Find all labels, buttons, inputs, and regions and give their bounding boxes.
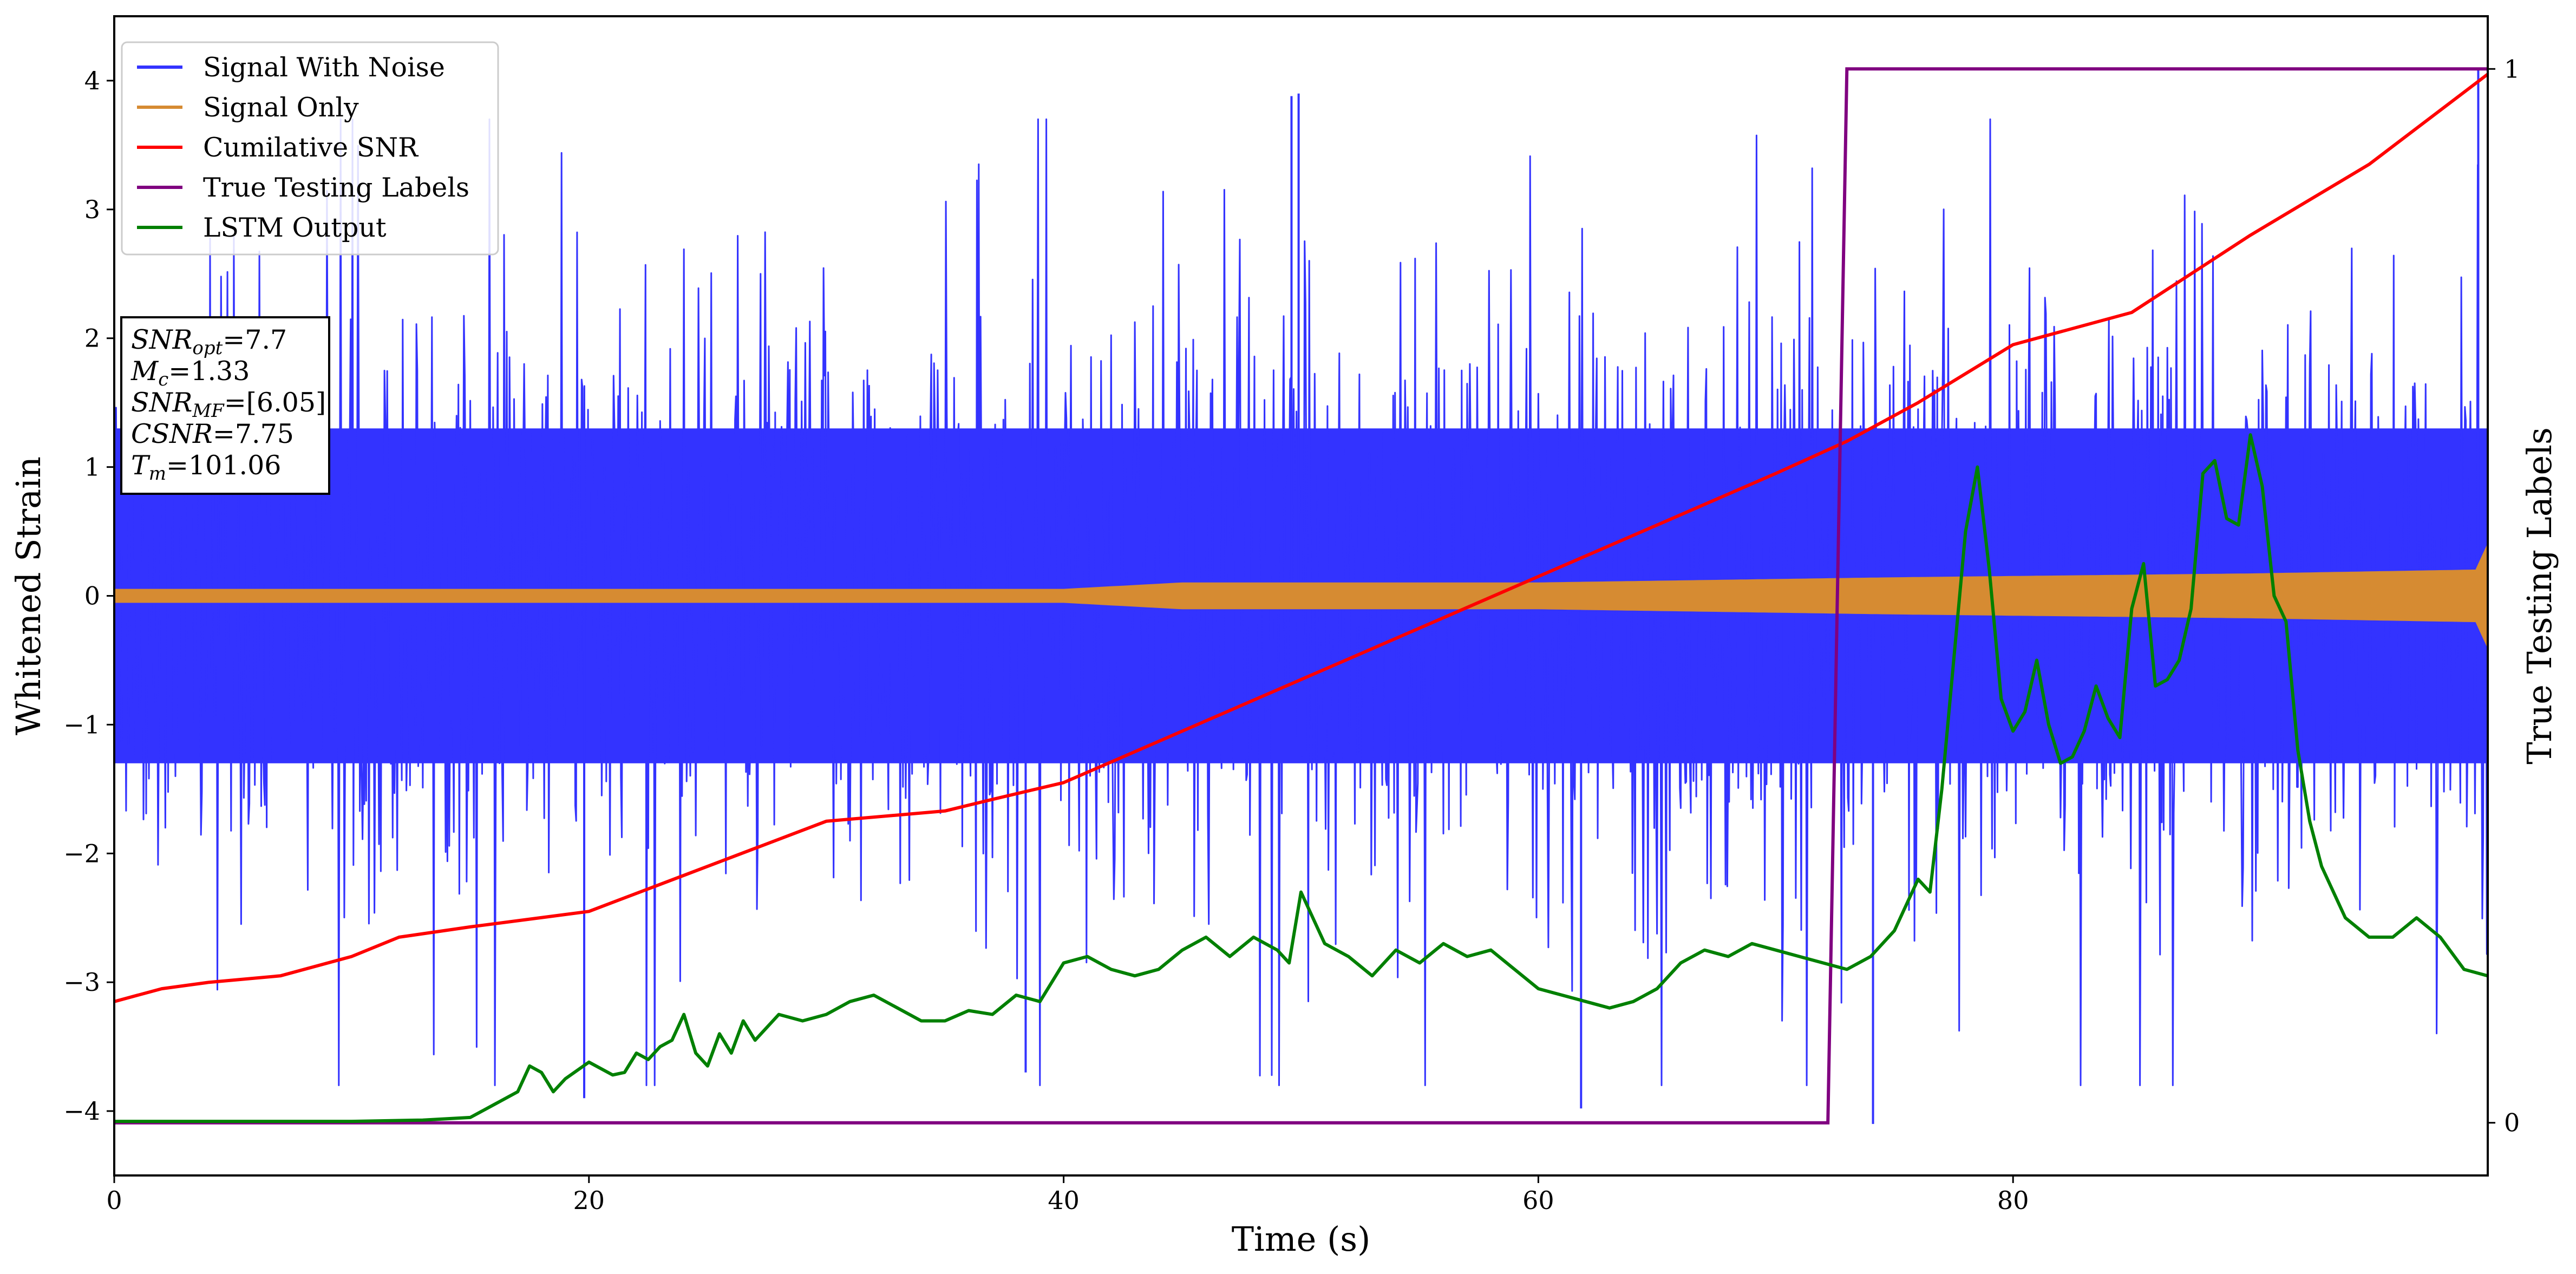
y-tick-label: 4 xyxy=(84,66,100,95)
y-axis-ticks: −4 −3 −2 −1 0 1 2 3 4 xyxy=(63,66,114,1126)
annotation-frame xyxy=(120,316,330,495)
y2-tick-label: 0 xyxy=(2504,1108,2520,1138)
y-axis-label: Whitened Strain xyxy=(9,456,48,735)
x-axis-label: Time (s) xyxy=(1232,1219,1371,1259)
series-band-signal-only xyxy=(114,544,2488,648)
series-line-cumilative-snr xyxy=(114,73,2488,1003)
y2-axis-label: True Testing Labels xyxy=(2520,427,2559,765)
annotation-line: SNRMF=[6.05] xyxy=(131,387,326,422)
y-tick-label: 0 xyxy=(84,582,100,611)
y-tick-label: 3 xyxy=(84,195,100,224)
legend-entry: LSTM Output xyxy=(203,212,387,243)
series-line-true-testing-labels xyxy=(114,67,2488,1125)
y-tick-label: 1 xyxy=(84,453,100,482)
annotation-box: SNRopt=7.7Mc=1.33SNRMF=[6.05]CSNR=7.75Tm… xyxy=(120,316,330,495)
legend-entry: Signal With Noise xyxy=(203,52,445,83)
y-tick-label: −2 xyxy=(63,839,100,868)
y2-axis-ticks: 01 xyxy=(2488,54,2520,1138)
y-tick-label: −3 xyxy=(63,968,100,997)
y-tick-label: −4 xyxy=(63,1096,100,1126)
x-tick-label: 80 xyxy=(1997,1186,2029,1215)
plot-area xyxy=(114,67,2488,1125)
y-tick-label: 2 xyxy=(84,324,100,353)
series-line-signal-with-noise xyxy=(114,118,2488,1086)
annotation-line: SNRopt=7.7 xyxy=(131,324,287,359)
y-tick-label: −1 xyxy=(63,710,100,739)
annotation-line: CSNR=7.75 xyxy=(131,419,294,449)
x-tick-label: 40 xyxy=(1048,1186,1080,1215)
x-tick-label: 0 xyxy=(106,1186,122,1215)
annotation-line: Mc=1.33 xyxy=(130,356,250,390)
x-tick-label: 20 xyxy=(573,1186,605,1215)
legend-entry: Cumilative SNR xyxy=(203,132,419,163)
x-axis-ticks: 0 20 40 60 80 xyxy=(106,1175,2029,1215)
legend-entry: True Testing Labels xyxy=(203,172,469,203)
x-tick-label: 60 xyxy=(1522,1186,1554,1215)
annotation-line: Tm=101.06 xyxy=(131,450,281,485)
series-line-lstm-output xyxy=(114,433,2488,1123)
legend: Signal With Noise Signal Only Cumilative S… xyxy=(121,41,499,256)
legend-entry: Signal Only xyxy=(203,92,359,123)
y2-tick-label: 1 xyxy=(2504,54,2520,83)
legend-box xyxy=(121,41,499,256)
